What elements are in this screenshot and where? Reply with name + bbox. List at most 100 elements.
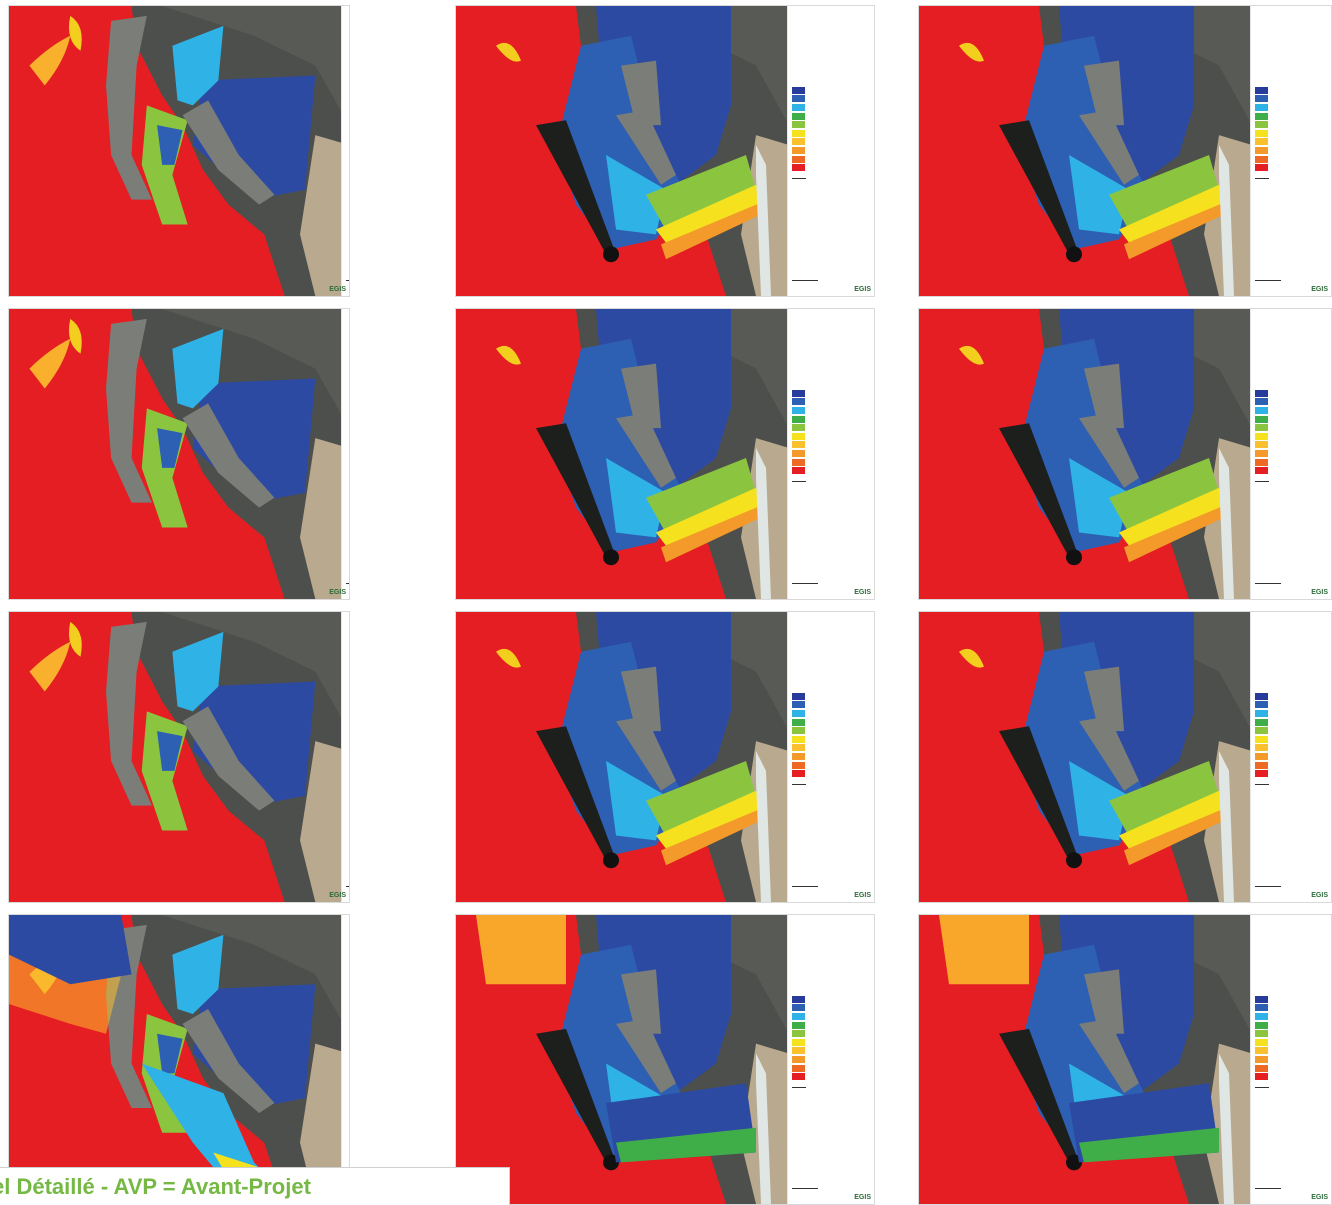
legend-swatch [792, 398, 805, 406]
legend-row [1255, 86, 1328, 95]
legend-swatch [1255, 1038, 1268, 1046]
map-image [919, 915, 1252, 1204]
egis-logo: EGIS [329, 589, 346, 596]
legend-row [792, 701, 871, 710]
legend-swatch [1255, 129, 1268, 137]
legend-swatch [1255, 86, 1268, 94]
legend-swatch [792, 112, 805, 120]
legend-row [1255, 709, 1328, 718]
legend-row [792, 709, 871, 718]
legend-line [792, 1086, 871, 1088]
legend-row [792, 86, 871, 95]
legend-row [1255, 129, 1328, 138]
legend-row [792, 120, 871, 129]
map-panel: EGIS [918, 611, 1332, 903]
legend-row [792, 458, 871, 467]
legend-swatch [792, 1055, 805, 1063]
legend-row [792, 1021, 871, 1030]
legend-row [792, 138, 871, 147]
legend-swatch [1255, 406, 1268, 414]
map-image [9, 6, 349, 296]
egis-logo: EGIS [854, 892, 871, 899]
legend-row [1255, 112, 1328, 121]
legend-row [1255, 120, 1328, 129]
map-image [456, 309, 789, 599]
map-legend: EGIS [329, 915, 349, 1204]
legend-swatch [792, 1030, 805, 1038]
legend-swatch [792, 95, 805, 103]
legend-row [792, 769, 871, 778]
legend-row [792, 95, 871, 104]
legend-swatch [792, 1038, 805, 1046]
legend-row [792, 1072, 871, 1081]
legend-swatch [1255, 770, 1268, 778]
legend-swatch [792, 701, 805, 709]
legend-row [1255, 1038, 1328, 1047]
legend-row [792, 103, 871, 112]
legend-swatch [1255, 1055, 1268, 1063]
legend-swatch [1255, 1030, 1268, 1038]
legend-row [792, 1038, 871, 1047]
legend-row [792, 1004, 871, 1013]
legend-swatch [1255, 164, 1268, 172]
legend-swatch [792, 727, 805, 735]
legend-swatch [1255, 995, 1268, 1003]
legend-swatch [792, 1004, 805, 1012]
legend-swatches [1255, 86, 1328, 172]
map-legend: EGIS [329, 6, 349, 296]
egis-logo: EGIS [1311, 892, 1328, 899]
map-image [919, 612, 1252, 902]
map-image [9, 915, 349, 1204]
legend-row [792, 735, 871, 744]
legend-row [792, 744, 871, 753]
legend-row [1255, 103, 1328, 112]
map-panel: EGIS [455, 308, 875, 600]
legend-swatch [1255, 432, 1268, 440]
egis-logo: EGIS [854, 589, 871, 596]
legend-swatch [1255, 761, 1268, 769]
legend-swatch [1255, 121, 1268, 129]
legend-swatch [1255, 1073, 1268, 1081]
legend-swatch [1255, 389, 1268, 397]
map-image [919, 6, 1252, 296]
scale-bar [792, 1184, 870, 1198]
legend-row [792, 423, 871, 432]
legend-swatch [792, 121, 805, 129]
legend-swatch [1255, 1021, 1268, 1029]
legend-row [1255, 423, 1328, 432]
scale-bar [792, 579, 870, 593]
legend-swatch [1255, 458, 1268, 466]
legend-swatch [792, 406, 805, 414]
legend-swatch [792, 1064, 805, 1072]
legend-swatch [792, 146, 805, 154]
legend-row [1255, 1021, 1328, 1030]
legend-row [792, 466, 871, 475]
legend-swatches [792, 86, 871, 172]
legend-swatches [792, 692, 871, 778]
legend-row [792, 432, 871, 441]
map-panel: EGIS [8, 5, 350, 297]
legend-row [1255, 1064, 1328, 1073]
legend-row [1255, 692, 1328, 701]
map-legend: EGIS [787, 915, 874, 1204]
legend-row [792, 761, 871, 770]
legend-swatch [1255, 1012, 1268, 1020]
legend-row [1255, 752, 1328, 761]
legend-swatch [792, 1047, 805, 1055]
legend-swatches [792, 995, 871, 1081]
legend-row [1255, 155, 1328, 164]
legend-swatch [1255, 146, 1268, 154]
map-legend: EGIS [1250, 612, 1331, 902]
legend-swatches [1255, 692, 1328, 778]
legend-row [1255, 995, 1328, 1004]
map-legend: EGIS [787, 309, 874, 599]
legend-swatch [1255, 467, 1268, 475]
legend-row [1255, 163, 1328, 172]
legend-row [1255, 415, 1328, 424]
legend-swatch [792, 718, 805, 726]
map-panel: EGIS [455, 611, 875, 903]
legend-swatch [1255, 398, 1268, 406]
map-panel: EGIS [918, 914, 1332, 1205]
legend-row [792, 155, 871, 164]
legend-row [792, 1047, 871, 1056]
